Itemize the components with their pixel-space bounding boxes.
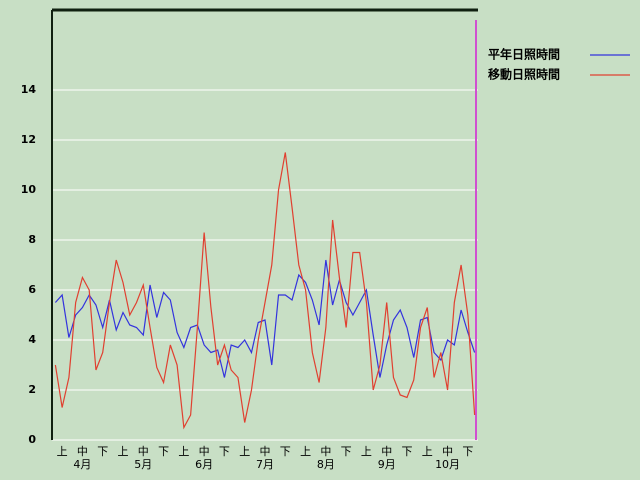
x-tick-label: 中: [77, 445, 88, 458]
x-tick-label: 中: [381, 445, 392, 458]
month-label: 8月: [317, 458, 335, 471]
x-tick-label: 上: [178, 445, 189, 458]
x-tick-label: 上: [422, 445, 433, 458]
month-label: 5月: [134, 458, 152, 471]
x-tick-label: 中: [442, 445, 453, 458]
month-label: 7月: [256, 458, 274, 471]
x-tick-label: 上: [57, 445, 68, 458]
y-tick-label: 10: [21, 183, 37, 196]
x-tick-label: 中: [320, 445, 331, 458]
month-label: 10月: [435, 458, 460, 471]
y-tick-label: 12: [21, 133, 36, 146]
x-tick-label: 下: [402, 445, 413, 458]
x-tick-label: 下: [462, 445, 473, 458]
month-label: 6月: [195, 458, 213, 471]
x-tick-label: 上: [118, 445, 129, 458]
x-tick-label: 中: [138, 445, 149, 458]
y-tick-label: 8: [28, 233, 36, 246]
x-tick-label: 上: [239, 445, 250, 458]
y-tick-label: 14: [21, 83, 37, 96]
series-line: [54, 259, 476, 378]
x-tick-label: 上: [361, 445, 372, 458]
x-tick-label: 中: [199, 445, 210, 458]
x-tick-label: 中: [260, 445, 271, 458]
x-tick-label: 下: [97, 445, 108, 458]
y-tick-label: 4: [28, 333, 36, 346]
y-tick-label: 6: [28, 283, 36, 296]
x-tick-label: 下: [280, 445, 291, 458]
series-line: [54, 152, 476, 430]
legend-label: 移動日照時間: [488, 67, 560, 82]
x-tick-label: 下: [219, 445, 230, 458]
y-tick-label: 2: [28, 383, 36, 396]
month-label: 4月: [73, 458, 91, 471]
x-tick-label: 下: [158, 445, 169, 458]
legend-label: 平年日照時間: [488, 47, 560, 62]
month-label: 9月: [378, 458, 396, 471]
y-tick-label: 0: [28, 433, 36, 446]
x-tick-label: 上: [300, 445, 311, 458]
x-tick-label: 下: [341, 445, 352, 458]
